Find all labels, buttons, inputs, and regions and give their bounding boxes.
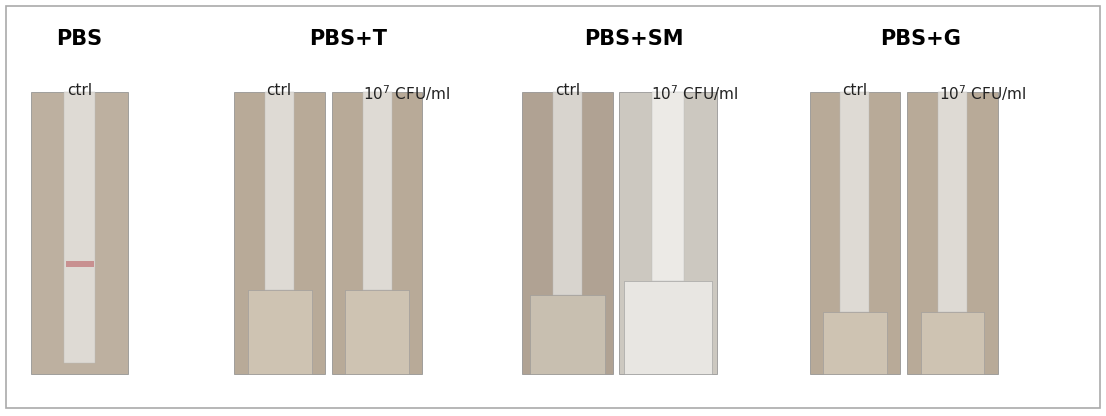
Text: 10$^7$ CFU/ml: 10$^7$ CFU/ml bbox=[939, 83, 1025, 103]
Bar bbox=[31, 92, 128, 374]
Text: ctrl: ctrl bbox=[67, 83, 92, 98]
Bar bbox=[810, 92, 900, 374]
Bar bbox=[248, 290, 312, 374]
Bar bbox=[619, 92, 717, 374]
Text: PBS+G: PBS+G bbox=[879, 29, 961, 49]
Bar bbox=[624, 281, 712, 374]
Bar bbox=[522, 92, 613, 374]
Bar bbox=[823, 312, 887, 374]
Bar bbox=[265, 92, 294, 290]
Text: 10$^7$ CFU/ml: 10$^7$ CFU/ml bbox=[651, 83, 738, 103]
Bar bbox=[907, 92, 998, 374]
Bar bbox=[553, 92, 582, 295]
Text: PBS+SM: PBS+SM bbox=[584, 29, 684, 49]
Bar bbox=[64, 92, 95, 363]
Text: ctrl: ctrl bbox=[555, 83, 580, 98]
Bar bbox=[345, 290, 409, 374]
Bar bbox=[234, 92, 325, 374]
Bar bbox=[653, 92, 684, 281]
Text: PBS: PBS bbox=[56, 29, 103, 49]
Bar bbox=[332, 92, 422, 374]
Bar bbox=[841, 92, 869, 312]
Text: ctrl: ctrl bbox=[843, 83, 867, 98]
Bar bbox=[530, 295, 605, 374]
Text: PBS+T: PBS+T bbox=[310, 29, 387, 49]
Bar bbox=[363, 92, 392, 290]
Text: ctrl: ctrl bbox=[267, 83, 291, 98]
Bar bbox=[938, 92, 967, 312]
Bar bbox=[65, 261, 94, 267]
Text: 10$^7$ CFU/ml: 10$^7$ CFU/ml bbox=[364, 83, 450, 103]
Bar bbox=[920, 312, 984, 374]
